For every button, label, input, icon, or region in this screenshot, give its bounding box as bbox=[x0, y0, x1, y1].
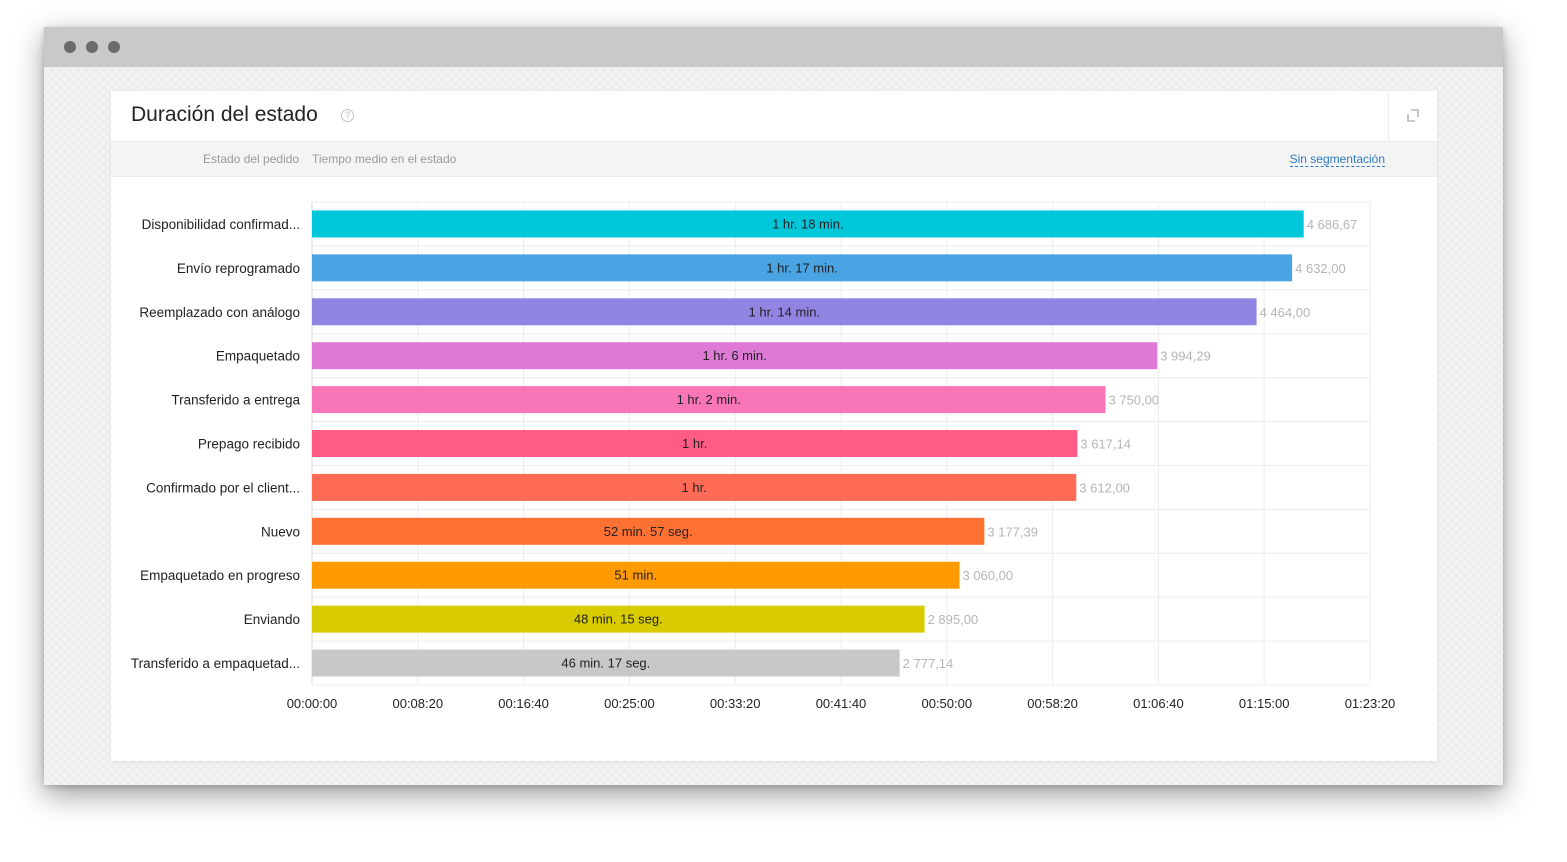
bar[interactable] bbox=[312, 561, 960, 589]
bar-value-label: 3 617,14 bbox=[1080, 437, 1131, 452]
bar-group: Envío reprogramado 1 hr. 17 min. 4 632,00 bbox=[177, 254, 1346, 282]
bar-value-label: 4 464,00 bbox=[1260, 305, 1311, 320]
filter-dimension-label[interactable]: Estado del pedido bbox=[203, 152, 300, 166]
bar-value-label: 2 777,14 bbox=[903, 656, 954, 671]
category-label: Empaquetado en progreso bbox=[140, 568, 300, 583]
bar-value-label: 4 632,00 bbox=[1295, 261, 1346, 276]
expand-button[interactable] bbox=[1388, 91, 1438, 141]
x-axis: 00:00:00 00:08:20 00:16:40 00:25:00 00:33:20… bbox=[287, 696, 1396, 711]
bar-duration-label: 46 min. 17 seg. bbox=[561, 656, 650, 671]
category-label: Empaquetado bbox=[216, 349, 300, 364]
window-dot-icon[interactable] bbox=[108, 41, 120, 53]
bar-duration-label: 1 hr. 17 min. bbox=[766, 260, 838, 275]
bar-duration-label: 51 min. bbox=[614, 568, 657, 583]
x-tick-label: 00:25:00 bbox=[604, 696, 655, 711]
category-label: Transferido a entrega bbox=[171, 393, 300, 408]
expand-icon bbox=[1407, 109, 1419, 122]
bar-group: Disponibilidad confirmad... 1 hr. 18 min.… bbox=[142, 210, 1358, 238]
x-tick-label: 01:15:00 bbox=[1239, 696, 1290, 711]
category-label: Transferido a empaquetad... bbox=[131, 656, 300, 671]
category-label: Prepago recibido bbox=[198, 437, 300, 452]
bar-group: Empaquetado en progreso 51 min. 3 060,00 bbox=[140, 561, 1013, 589]
bar-value-label: 3 060,00 bbox=[962, 568, 1013, 583]
bar[interactable] bbox=[312, 298, 1257, 326]
category-label: Disponibilidad confirmad... bbox=[142, 217, 300, 232]
bar[interactable] bbox=[312, 210, 1304, 238]
bar-value-label: 3 750,00 bbox=[1109, 393, 1160, 408]
bars: Disponibilidad confirmad... 1 hr. 18 min.… bbox=[131, 210, 1358, 677]
browser-window: Duración del estado ? Estado del pedido … bbox=[44, 27, 1503, 785]
bar[interactable] bbox=[312, 386, 1106, 414]
bar-duration-label: 1 hr. 18 min. bbox=[772, 216, 844, 231]
segmentation-link[interactable]: Sin segmentación bbox=[1289, 142, 1385, 176]
x-tick-label: 00:33:20 bbox=[710, 696, 761, 711]
bar-duration-label: 1 hr. bbox=[682, 480, 707, 495]
bar-duration-label: 52 min. 57 seg. bbox=[604, 524, 693, 539]
bar-chart: Disponibilidad confirmad... 1 hr. 18 min.… bbox=[131, 201, 1396, 711]
bar[interactable] bbox=[312, 342, 1158, 370]
x-tick-label: 00:50:00 bbox=[921, 696, 972, 711]
x-tick-label: 01:23:20 bbox=[1345, 696, 1396, 711]
bar-group: Enviando 48 min. 15 seg. 2 895,00 bbox=[244, 605, 979, 633]
bar-value-label: 4 686,67 bbox=[1307, 217, 1358, 232]
x-tick-label: 00:58:20 bbox=[1027, 696, 1078, 711]
x-tick-label: 00:41:40 bbox=[816, 696, 867, 711]
category-label: Enviando bbox=[244, 612, 300, 627]
bar-duration-label: 48 min. 15 seg. bbox=[574, 612, 663, 627]
x-tick-label: 01:06:40 bbox=[1133, 696, 1184, 711]
x-tick-label: 00:00:00 bbox=[287, 696, 338, 711]
filter-bar: Estado del pedido Tiempo medio en el est… bbox=[111, 141, 1437, 177]
status-duration-card: Duración del estado ? Estado del pedido … bbox=[111, 91, 1437, 761]
bar[interactable] bbox=[312, 649, 900, 677]
x-tick-label: 00:16:40 bbox=[498, 696, 549, 711]
bar-value-label: 3 994,29 bbox=[1160, 349, 1211, 364]
window-dot-icon[interactable] bbox=[86, 41, 98, 53]
filter-metric-label[interactable]: Tiempo medio en el estado bbox=[312, 152, 457, 166]
bar-duration-label: 1 hr. 14 min. bbox=[749, 304, 821, 319]
bar-value-label: 2 895,00 bbox=[928, 612, 979, 627]
bar-duration-label: 1 hr. 2 min. bbox=[677, 392, 741, 407]
bar-group: Transferido a entrega 1 hr. 2 min. 3 750,0… bbox=[171, 386, 1160, 414]
window-dot-icon[interactable] bbox=[64, 41, 76, 53]
bar-group: Prepago recibido 1 hr. 3 617,14 bbox=[198, 430, 1131, 457]
bar[interactable] bbox=[312, 517, 985, 545]
category-label: Nuevo bbox=[261, 524, 300, 539]
bar-group: Transferido a empaquetad... 46 min. 17 se… bbox=[131, 649, 954, 677]
bar-group: Nuevo 52 min. 57 seg. 3 177,39 bbox=[261, 517, 1038, 545]
bar-value-label: 3 612,00 bbox=[1079, 480, 1130, 495]
bar[interactable] bbox=[312, 605, 925, 633]
category-label: Envío reprogramado bbox=[177, 261, 300, 276]
window-titlebar bbox=[44, 27, 1503, 67]
category-label: Confirmado por el client... bbox=[146, 480, 300, 495]
bar[interactable] bbox=[312, 254, 1293, 282]
bar-group: Reemplazado con análogo 1 hr. 14 min. 4 46… bbox=[139, 298, 1311, 326]
bar-duration-label: 1 hr. bbox=[682, 436, 707, 451]
x-tick-label: 00:08:20 bbox=[392, 696, 443, 711]
bar-value-label: 3 177,39 bbox=[987, 524, 1038, 539]
card-title: Duración del estado bbox=[131, 103, 318, 126]
category-label: Reemplazado con análogo bbox=[139, 305, 300, 320]
bar-group: Confirmado por el client... 1 hr. 3 612,00 bbox=[146, 473, 1130, 501]
bar[interactable] bbox=[312, 473, 1077, 501]
bar[interactable] bbox=[312, 430, 1078, 457]
bar-duration-label: 1 hr. 6 min. bbox=[702, 348, 766, 363]
question-circle-icon[interactable]: ? bbox=[341, 109, 354, 122]
bar-group: Empaquetado 1 hr. 6 min. 3 994,29 bbox=[216, 342, 1211, 370]
segmentation-link-text: Sin segmentación bbox=[1289, 152, 1385, 167]
